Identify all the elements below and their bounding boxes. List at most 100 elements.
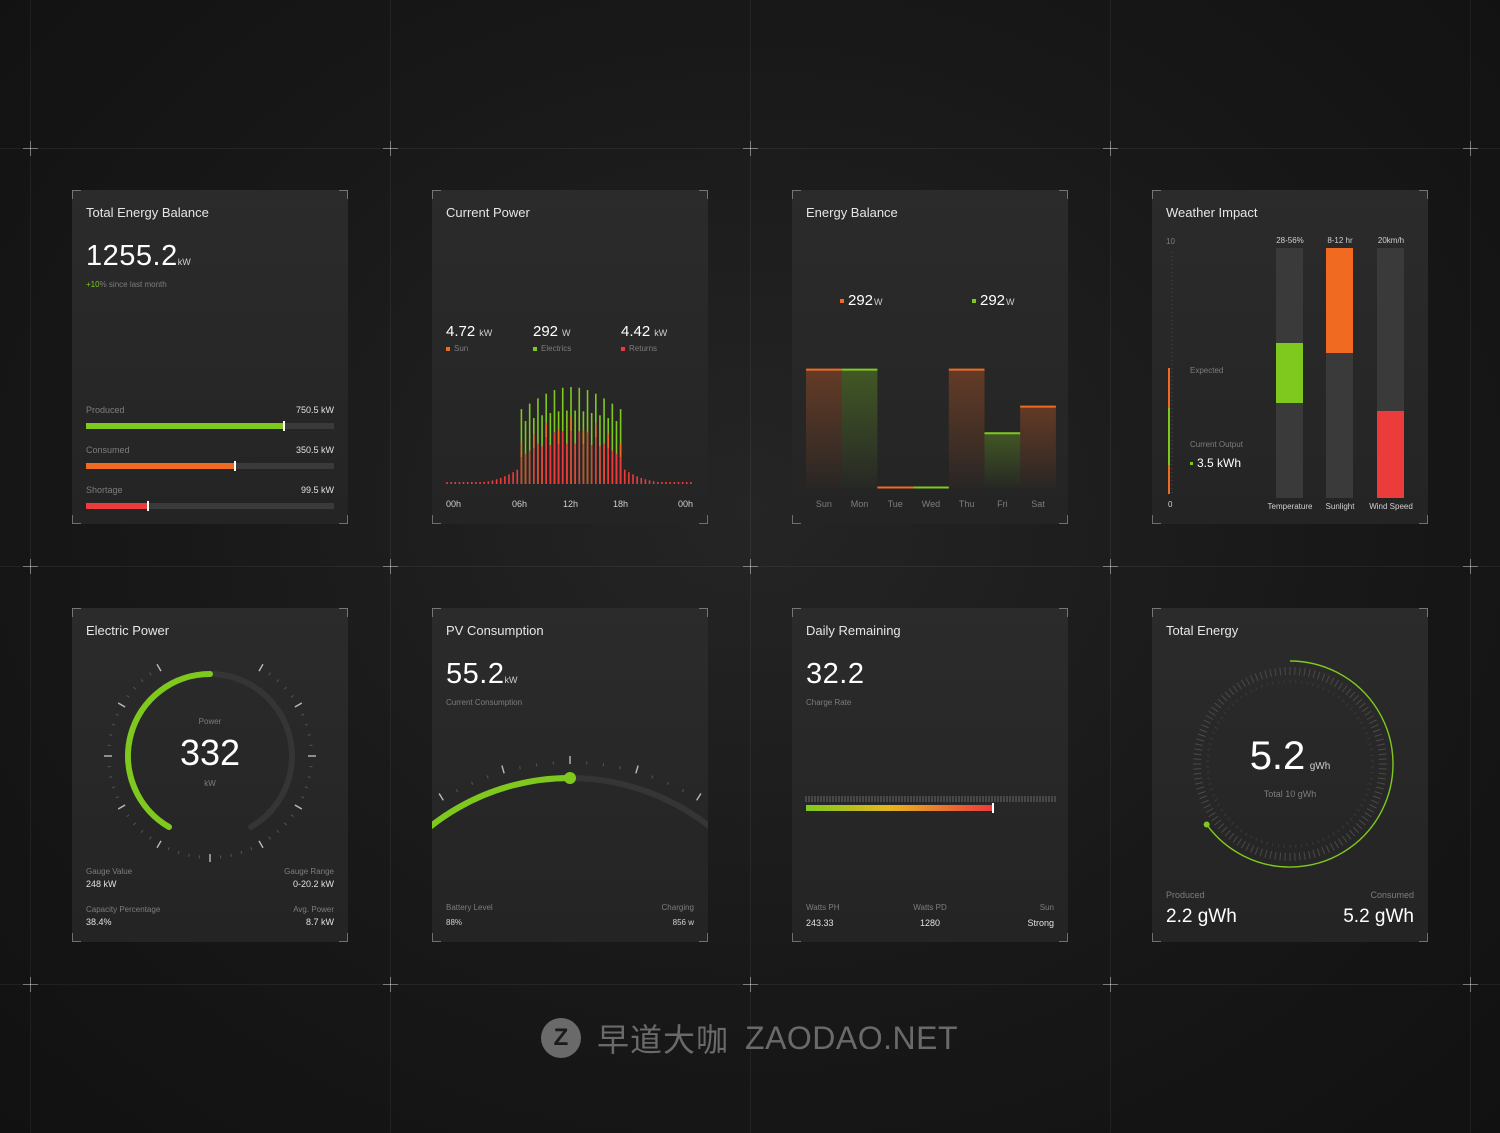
ring-inner-tick	[1353, 813, 1357, 817]
ring-tick	[1214, 819, 1222, 826]
ring-tick	[1259, 671, 1263, 680]
legend-unit: W	[1006, 297, 1015, 307]
balance-bar	[984, 433, 1021, 488]
ring-tick	[1205, 808, 1214, 813]
gauge-tick	[294, 804, 303, 810]
arc-tick	[486, 775, 489, 779]
gauge-tick	[149, 672, 152, 676]
gauge-value: 332	[179, 732, 241, 773]
ring-tick	[1228, 688, 1235, 696]
stat-value: 243.33	[806, 918, 834, 928]
legend-value: 292	[848, 292, 874, 309]
ring-inner-tick	[1223, 813, 1227, 817]
card-title: PV Consumption	[446, 623, 544, 638]
output-value-group: 3.5 kWh	[1190, 456, 1241, 470]
stat-label: Sun	[1039, 903, 1054, 912]
grid-cross-icon	[1103, 559, 1118, 574]
total-balance-unit: kW	[177, 257, 191, 267]
ring-tick	[1371, 724, 1379, 729]
legend-value: 292	[980, 292, 1006, 309]
ring-tick	[1232, 685, 1239, 693]
gauge-tick	[115, 796, 119, 799]
ring-tick	[1195, 782, 1204, 785]
balance-bar	[948, 369, 985, 488]
ring-tick	[1208, 812, 1216, 818]
card-title: Current Power	[446, 205, 530, 220]
bar-value: 350.5 kW	[295, 445, 334, 455]
ring-tick	[1199, 795, 1208, 800]
ring-tick	[1371, 799, 1379, 804]
ring-tick	[1232, 835, 1239, 843]
ring-tick	[1245, 843, 1251, 851]
bar-track	[86, 461, 334, 471]
weather-axis	[1168, 252, 1173, 494]
ring-inner-tick	[1272, 681, 1274, 685]
ring-tick	[1376, 782, 1385, 785]
arc-tick	[651, 775, 654, 779]
ring-tick	[1236, 838, 1242, 846]
pv-arc-track	[432, 775, 708, 830]
gauge-tick	[268, 836, 271, 840]
charge-knob	[992, 803, 994, 813]
ring-inner-tick	[1337, 829, 1340, 833]
ring-tick	[1274, 668, 1277, 677]
card-current-power[interactable]: Current Power 4.72 kW Sun 292 W Electrics 4.42…	[432, 190, 708, 524]
ring-tick	[1349, 829, 1356, 837]
card-title: Total Energy	[1166, 623, 1239, 638]
stat-label: Gauge Value	[86, 867, 133, 876]
card-electric-power[interactable]: Electric Power Power 332 kW Gauge Value 2…	[72, 608, 348, 942]
ring-tick	[1241, 679, 1246, 688]
ring-tick	[1194, 748, 1203, 751]
bar-value: 750.5 kW	[295, 405, 334, 415]
ring-tick	[1196, 738, 1205, 742]
column-label: Wind Speed	[1369, 502, 1413, 511]
gauge-tick	[240, 850, 243, 855]
change-suffix: % since last month	[99, 280, 167, 289]
day-label: Sun	[815, 499, 832, 509]
ring-tick	[1312, 670, 1316, 679]
output-dot-icon	[1190, 462, 1193, 466]
ring-inner-tick	[1266, 841, 1269, 845]
gauge-tick	[307, 776, 311, 778]
ring-inner-tick	[1349, 817, 1353, 821]
card-energy-balance[interactable]: Energy Balance 292W 292W Sun Mon Tue Wed Thu F…	[792, 190, 1068, 524]
ring-inner-tick	[1317, 684, 1320, 689]
stat-label: Sun	[454, 344, 469, 353]
time-tick-label: 00h	[678, 499, 694, 509]
grid-cross-icon	[743, 977, 758, 992]
gauge-tick	[156, 663, 162, 672]
ring-inner-tick	[1356, 716, 1360, 720]
bar-value: 99.5 kW	[300, 485, 334, 495]
gauge-tick	[188, 853, 190, 857]
card-pv-consumption[interactable]: PV Consumption 55.2kW Current Consumptio…	[432, 608, 708, 942]
ring-tick	[1329, 677, 1335, 685]
card-daily-remaining[interactable]: Daily Remaining 32.2 Charge Rate Watts P…	[792, 608, 1068, 942]
gauge-tick	[177, 850, 180, 855]
legend-square-icon	[972, 298, 976, 303]
gauge-tick	[109, 776, 113, 778]
card-total-energy[interactable]: Total Energy 5.2 gWh Total 10 gWh Produc…	[1152, 608, 1428, 942]
ring-tick	[1364, 812, 1372, 818]
card-weather-impact[interactable]: Weather Impact 10 0 Expected Current Out…	[1152, 190, 1428, 524]
grid-line	[750, 0, 751, 1133]
day-label: Mon	[850, 499, 869, 509]
pv-value-group: 55.2kW	[446, 658, 517, 691]
gauge-tick	[117, 702, 126, 708]
grid-cross-icon	[23, 559, 38, 574]
card-total-energy-balance[interactable]: Total Energy Balance 1255.2kW +10% since…	[72, 190, 348, 524]
weather-column-fill	[1377, 410, 1404, 498]
ring-inner-tick	[1231, 821, 1235, 825]
gauge-tick	[290, 814, 294, 817]
grid-line	[390, 0, 391, 1133]
gauge-tick	[283, 686, 287, 690]
ring-inner-tick	[1214, 726, 1218, 729]
stat-value: 1280	[919, 918, 941, 928]
ring-inner-tick	[1220, 808, 1224, 812]
pv-unit: kW	[504, 675, 518, 685]
grid-cross-icon	[1103, 141, 1118, 156]
day-label: Thu	[958, 499, 975, 509]
ring-tick	[1325, 845, 1330, 853]
ring-inner-tick	[1364, 793, 1369, 796]
ring-tick	[1303, 851, 1306, 860]
ring-tick	[1201, 724, 1209, 729]
